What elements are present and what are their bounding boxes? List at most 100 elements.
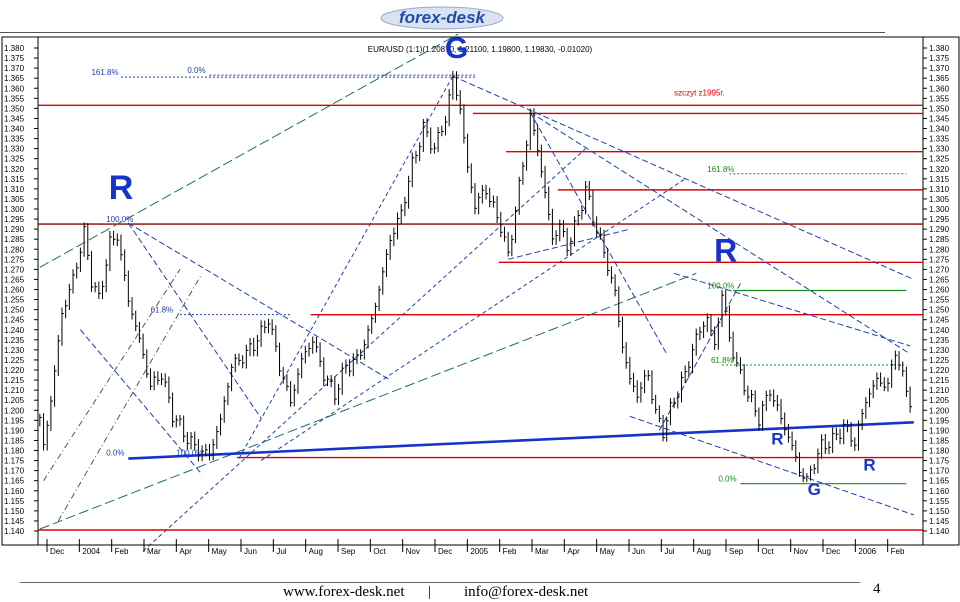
footer-separator: |: [428, 584, 432, 600]
trendline-6: [238, 75, 454, 459]
month-label-1: 2004: [82, 547, 100, 556]
annotation-label-10: 0.0%: [718, 475, 736, 484]
month-label-3: Mar: [147, 547, 161, 556]
right-y-tick-label-8: 1.340: [929, 125, 950, 134]
month-label-9: Sep: [341, 547, 356, 556]
right-y-tick-label-27: 1.245: [929, 316, 950, 325]
trendline-0: [39, 34, 460, 268]
trendline-4: [80, 329, 203, 475]
right-y-tick-label-47: 1.145: [929, 517, 950, 526]
logo-text: forex-desk: [399, 8, 487, 27]
right-y-tick-label-10: 1.330: [929, 145, 950, 154]
trendline-2: [128, 421, 914, 460]
month-label-25: 2006: [858, 547, 876, 556]
wave-marker-5: R: [863, 456, 875, 475]
month-label-16: Apr: [567, 547, 580, 556]
left-y-tick-label-19: 1.285: [4, 235, 25, 244]
left-y-tick-label-3: 1.365: [4, 74, 25, 83]
footer-email-link[interactable]: info@forex-desk.net: [464, 584, 589, 600]
month-label-12: Dec: [438, 547, 452, 556]
month-label-14: Feb: [503, 547, 517, 556]
right-y-tick-label-26: 1.250: [929, 306, 950, 315]
month-label-21: Sep: [729, 547, 744, 556]
right-y-tick-label-36: 1.200: [929, 406, 950, 415]
right-y-tick-label-3: 1.365: [929, 74, 950, 83]
wave-marker-1: G: [445, 34, 468, 65]
right-y-tick-label-2: 1.370: [929, 64, 950, 73]
trendline-13: [673, 272, 911, 347]
right-y-tick-label-29: 1.235: [929, 336, 950, 345]
right-y-tick-label-7: 1.345: [929, 114, 950, 123]
wave-marker-4: G: [808, 480, 821, 499]
left-y-tick-label-39: 1.185: [4, 436, 25, 445]
right-y-tick-label-35: 1.205: [929, 396, 950, 405]
wave-marker-2: R: [714, 232, 737, 268]
footer-website-link[interactable]: www.forex-desk.net: [283, 584, 405, 600]
left-y-tick-label-46: 1.150: [4, 507, 25, 516]
left-y-tick-label-1: 1.375: [4, 54, 25, 63]
left-y-tick-label-28: 1.240: [4, 326, 25, 335]
annotations: 161.8% 0.0% szczyt z1995r. 161.8% 100.0% 100.…: [91, 66, 736, 484]
left-y-tick-label-32: 1.220: [4, 366, 25, 375]
right-y-tick-label-0: 1.380: [929, 44, 950, 53]
left-y-tick-label-48: 1.140: [4, 527, 25, 536]
left-y-tick-label-37: 1.195: [4, 416, 25, 425]
right-y-tick-label-19: 1.285: [929, 235, 950, 244]
right-y-tick-label-39: 1.185: [929, 436, 950, 445]
right-y-tick-label-42: 1.170: [929, 467, 950, 476]
right-y-tick-label-34: 1.210: [929, 386, 950, 395]
month-label-8: Aug: [309, 547, 323, 556]
right-y-tick-label-14: 1.310: [929, 185, 950, 194]
fibonacci-lines: [120, 74, 907, 485]
right-y-tick-label-18: 1.290: [929, 225, 950, 234]
month-label-20: Aug: [697, 547, 711, 556]
left-y-tick-label-42: 1.170: [4, 467, 25, 476]
trendline-7: [452, 75, 914, 280]
left-y-tick-label-24: 1.260: [4, 286, 25, 295]
right-y-tick-label-24: 1.260: [929, 286, 950, 295]
annotation-label-6: 61.8%: [150, 306, 173, 315]
left-y-tick-label-22: 1.270: [4, 265, 25, 274]
trendline-3: [127, 222, 262, 419]
left-y-tick-label-26: 1.250: [4, 306, 25, 315]
right-y-tick-label-16: 1.300: [929, 205, 950, 214]
right-y-tick-label-22: 1.270: [929, 265, 950, 274]
trendline-17: [260, 178, 686, 461]
eurusd-chart: EUR/USD (1:1)(1.20870, 1.21100, 1.19800,…: [1, 34, 960, 556]
left-y-tick-label-45: 1.155: [4, 497, 25, 506]
trendlines: [39, 34, 914, 552]
left-y-tick-label-14: 1.310: [4, 185, 25, 194]
left-y-tick-label-23: 1.265: [4, 275, 25, 284]
annotation-label-2: szczyt z1995r.: [674, 88, 725, 97]
right-y-tick-label-4: 1.360: [929, 84, 950, 93]
trendline-14: [43, 269, 181, 481]
annotation-label-4: 100.0%: [106, 215, 133, 224]
annotation-label-1: 0.0%: [187, 66, 205, 75]
right-y-tick-label-32: 1.220: [929, 366, 950, 375]
left-y-tick-label-40: 1.180: [4, 447, 25, 456]
month-label-6: Jun: [244, 547, 257, 556]
right-y-tick-label-43: 1.165: [929, 477, 950, 486]
left-y-tick-label-10: 1.330: [4, 145, 25, 154]
right-y-tick-label-30: 1.230: [929, 346, 950, 355]
left-y-tick-label-2: 1.370: [4, 64, 25, 73]
month-label-15: Mar: [535, 547, 549, 556]
left-y-tick-label-31: 1.225: [4, 356, 25, 365]
footer-rule: [20, 582, 860, 583]
left-y-tick-label-12: 1.320: [4, 165, 25, 174]
right-y-tick-label-46: 1.150: [929, 507, 950, 516]
month-label-23: Nov: [794, 547, 808, 556]
month-label-0: Dec: [50, 547, 64, 556]
left-y-tick-label-34: 1.210: [4, 386, 25, 395]
trendline-1: [39, 272, 697, 530]
left-y-tick-label-25: 1.255: [4, 296, 25, 305]
right-y-tick-label-17: 1.295: [929, 215, 950, 224]
left-y-tick-label-36: 1.200: [4, 406, 25, 415]
month-label-11: Nov: [406, 547, 420, 556]
left-y-tick-label-41: 1.175: [4, 457, 25, 466]
annotation-label-0: 161.8%: [91, 68, 118, 77]
right-y-tick-label-28: 1.240: [929, 326, 950, 335]
right-y-tick-label-41: 1.175: [929, 457, 950, 466]
annotation-label-9: 100.0%: [176, 449, 203, 458]
